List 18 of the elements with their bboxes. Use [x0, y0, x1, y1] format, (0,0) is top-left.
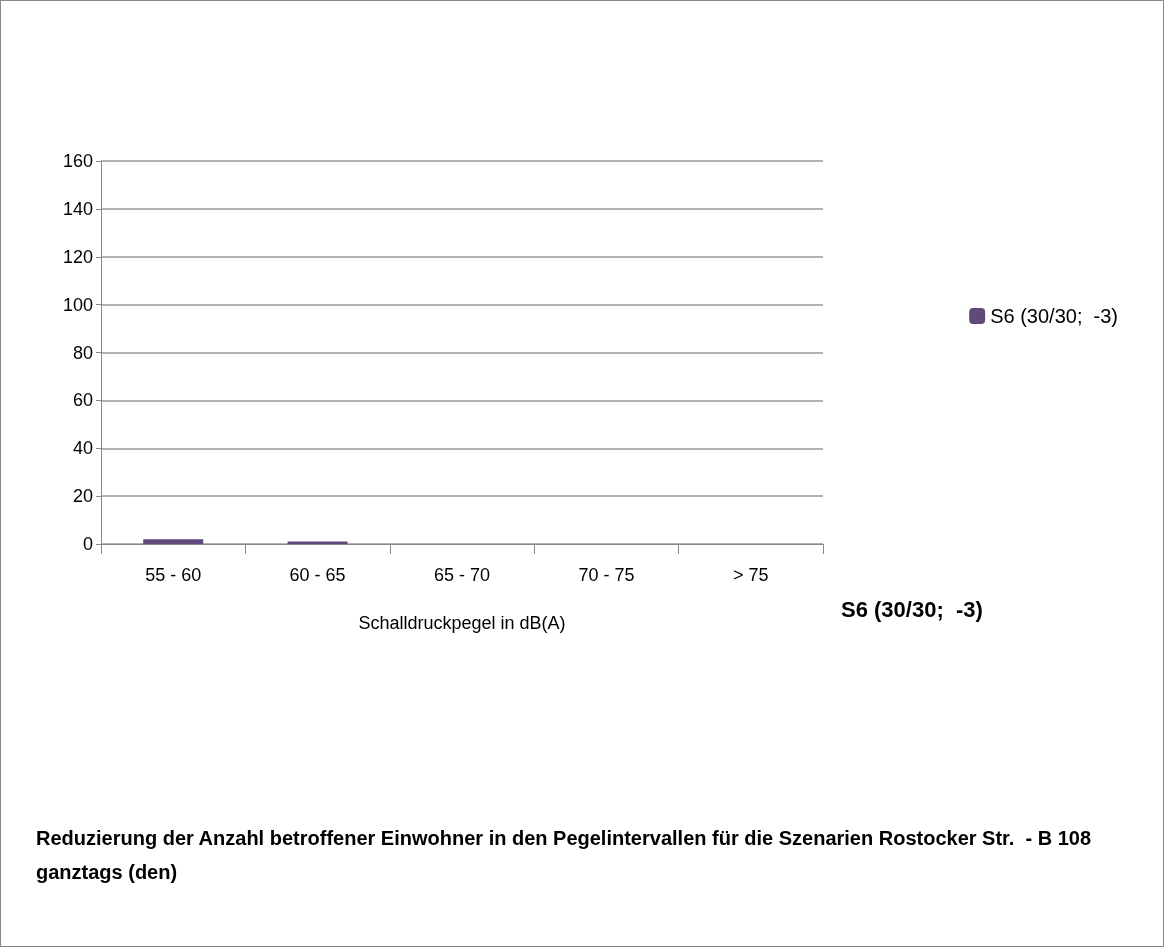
- y-tick-label: 40: [72, 438, 93, 459]
- y-tick-label: 140: [62, 198, 93, 219]
- y-tick-label: 120: [62, 246, 93, 267]
- text: Reduzierung der Anzahl betroffener Einwohner in den Pegelintervallen für die Szenarien Rostocker Str. - B 108 ganztags (den): [36, 827, 1097, 883]
- x-tick-label: 60 - 65: [289, 565, 346, 585]
- x-tick-label: 55 - 60: [145, 565, 202, 585]
- x-tick-label: 70 - 75: [578, 565, 635, 585]
- y-tick-label: 80: [72, 342, 93, 363]
- y-tick-label: 160: [62, 151, 93, 171]
- x-tick-label: > 75: [733, 565, 769, 585]
- legend-label: S6 (30/30; -3): [990, 305, 1118, 327]
- y-tick-label: 0: [82, 534, 93, 554]
- y-tick-label: 100: [62, 294, 93, 315]
- text: S6 (30/30; -3): [841, 596, 983, 622]
- y-tick-label: 20: [72, 486, 93, 507]
- x-tick-label: 65 - 70: [433, 565, 491, 585]
- y-tick-label: 60: [72, 390, 93, 411]
- x-axis-title: Schalldruckpegel in dB(A): [358, 613, 566, 633]
